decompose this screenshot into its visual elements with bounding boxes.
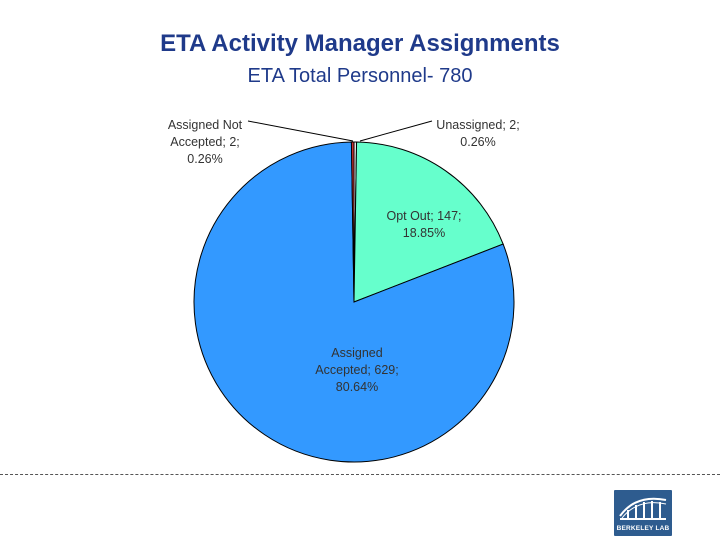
pie-slice-assigned-not-accepted — [350, 141, 355, 303]
pie-slice-opt-out — [353, 141, 504, 303]
leader-line-assigned-not-accepted — [247, 120, 354, 142]
data-label-assigned-not-accepted: Assigned Not Accepted; 2; 0.26% — [168, 118, 243, 166]
lab-building-icon — [619, 497, 667, 520]
data-label-opt-out: Opt Out; 147; 18.85% — [386, 209, 461, 240]
chart-title: ETA Activity Manager Assignments — [160, 30, 560, 57]
pie-slice-assigned-accepted — [193, 141, 515, 463]
data-label-assigned-accepted: Assigned Accepted; 629; 80.64% — [315, 346, 398, 394]
chart-subtitle: ETA Total Personnel- 780 — [247, 65, 473, 87]
footer-divider — [0, 474, 720, 475]
pie-chart: Unassigned; 2; 0.26% Opt Out; 147; 18.85% As… — [168, 118, 520, 463]
berkeley-lab-logo: BERKELEY LAB — [614, 490, 672, 536]
data-label-unassigned: Unassigned; 2; 0.26% — [436, 118, 519, 149]
logo-text: BERKELEY LAB — [616, 525, 670, 532]
leader-line-unassigned — [359, 120, 433, 142]
